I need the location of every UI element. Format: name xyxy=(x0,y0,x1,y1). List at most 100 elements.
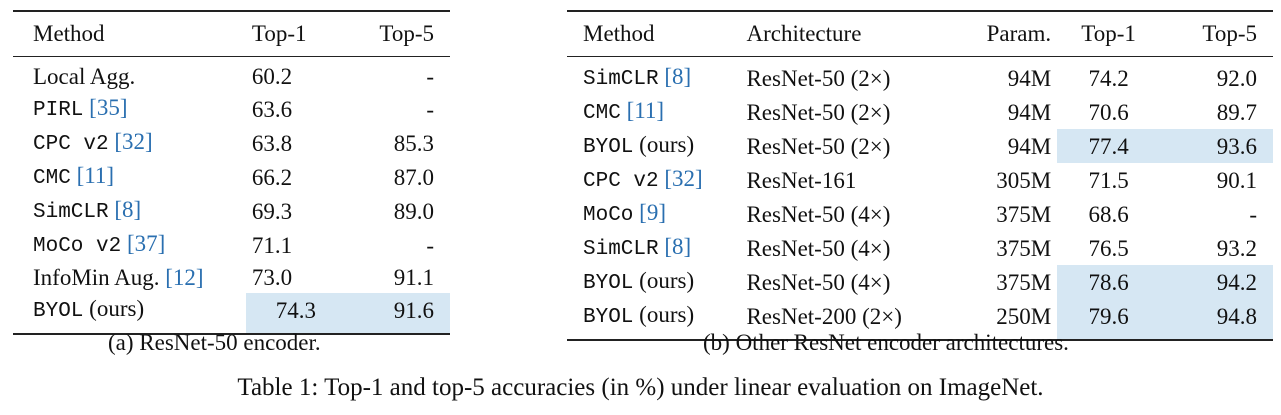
table-row: CPC v2 [32] 63.8 85.3 xyxy=(13,126,450,160)
table-row: SimCLR [8] 69.3 89.0 xyxy=(13,194,450,228)
top1-cell: 73.0 xyxy=(251,265,293,290)
method-cell: BYOL (ours) xyxy=(13,293,246,334)
top1-cell: 74.2 xyxy=(1088,65,1129,91)
top1-cell: 70.6 xyxy=(1088,99,1129,125)
table-row: SimCLR [8] ResNet-50 (2×) 94M 74.2 92.0 xyxy=(567,57,1273,96)
top5-cell: 87.0 xyxy=(393,164,434,190)
method-name: CPC v2 xyxy=(583,170,659,193)
top1-cell-best: 79.6 xyxy=(1057,299,1160,340)
params-cell: 94M xyxy=(1007,99,1052,125)
params-cell: 250M xyxy=(996,303,1052,329)
top5-cell: - xyxy=(426,64,434,89)
top1-cell: 69.3 xyxy=(251,198,293,224)
architecture-cell: ResNet-161 xyxy=(746,167,857,193)
citation-link[interactable]: [37] xyxy=(126,231,166,256)
citation-link[interactable]: [8] xyxy=(114,197,142,222)
method-suffix: (ours) xyxy=(639,268,695,293)
architecture-cell: ResNet-50 (2×) xyxy=(746,133,891,159)
architecture-cell: ResNet-50 (2×) xyxy=(746,65,891,91)
citation-link[interactable]: [35] xyxy=(89,95,128,120)
citation-link[interactable]: [12] xyxy=(165,265,204,290)
method-cell: BYOL (ours) xyxy=(567,265,740,299)
top1-cell-highlighted: 78.6 xyxy=(1057,265,1160,299)
method-suffix: (ours) xyxy=(639,132,695,157)
method-name: SimCLR xyxy=(583,238,659,261)
top1-cell: 71.1 xyxy=(251,232,293,258)
header-method: Method xyxy=(583,21,655,46)
method-cell: CMC [11] xyxy=(13,160,246,194)
top1-cell-best: 74.3 xyxy=(245,293,346,334)
header-params: Param. xyxy=(986,21,1052,46)
citation-link[interactable]: [8] xyxy=(664,64,692,89)
method-name: Local Agg. xyxy=(33,64,136,89)
table-row: CMC [11] ResNet-50 (2×) 94M 70.6 89.7 xyxy=(567,95,1273,129)
table-row: BYOL (ours) ResNet-50 (2×) 94M 77.4 93.6 xyxy=(567,129,1273,163)
method-suffix: (ours) xyxy=(639,302,695,327)
header-top1: Top-1 xyxy=(1081,21,1136,46)
table-row: SimCLR [8] ResNet-50 (4×) 375M 76.5 93.2 xyxy=(567,231,1273,265)
top5-cell-highlighted: 93.6 xyxy=(1160,129,1273,163)
table-caption: Table 1: Top-1 and top-5 accuracies (in … xyxy=(237,374,1044,401)
table-row: BYOL (ours) 74.3 91.6 xyxy=(13,293,450,334)
subcaption-a: (a) ResNet-50 encoder. xyxy=(108,330,321,355)
table-resnet50: Method Top-1 Top-5 Local Agg. 60.2 - PIR… xyxy=(13,10,450,335)
top5-cell: 90.1 xyxy=(1216,167,1257,193)
method-name: PIRL xyxy=(33,99,84,122)
table-row: BYOL (ours) ResNet-200 (2×) 250M 79.6 94… xyxy=(567,299,1273,340)
method-name: CMC xyxy=(583,102,621,125)
top5-cell: 85.3 xyxy=(393,130,434,156)
top5-cell: - xyxy=(426,232,434,258)
table-row: CPC v2 [32] ResNet-161 305M 71.5 90.1 xyxy=(567,163,1273,197)
citation-link[interactable]: [32] xyxy=(664,166,703,191)
header-method: Method xyxy=(33,21,105,46)
top1-cell: 60.2 xyxy=(251,64,293,89)
citation-link[interactable]: [32] xyxy=(114,129,153,154)
table-row: CMC [11] 66.2 87.0 xyxy=(13,160,450,194)
method-name: SimCLR xyxy=(583,68,659,91)
method-cell: BYOL (ours) xyxy=(567,299,740,340)
method-cell: MoCo [9] xyxy=(567,197,740,231)
citation-link[interactable]: [11] xyxy=(626,98,665,123)
top5-cell: 93.2 xyxy=(1216,235,1257,261)
method-name: BYOL xyxy=(583,272,634,295)
top5-cell: 91.1 xyxy=(393,265,434,290)
params-cell: 375M xyxy=(996,235,1052,261)
method-cell: CPC v2 [32] xyxy=(13,126,246,160)
table-header-row: Method Architecture Param. Top-1 Top-5 xyxy=(567,11,1273,57)
table-row: MoCo [9] ResNet-50 (4×) 375M 68.6 - xyxy=(567,197,1273,231)
method-cell: MoCo v2 [37] xyxy=(13,228,246,262)
method-name: SimCLR xyxy=(33,201,109,224)
citation-link[interactable]: [8] xyxy=(664,234,692,259)
method-cell: InfoMin Aug. [12] xyxy=(13,262,246,293)
method-cell: SimCLR [8] xyxy=(567,57,740,96)
method-cell: Local Agg. xyxy=(13,57,246,93)
top5-cell: - xyxy=(426,96,434,122)
top5-cell-best: 91.6 xyxy=(345,293,450,334)
method-cell: PIRL [35] xyxy=(13,92,246,126)
table-row: PIRL [35] 63.6 - xyxy=(13,92,450,126)
method-name: MoCo xyxy=(583,204,634,227)
top1-cell: 63.6 xyxy=(251,96,293,122)
params-cell: 94M xyxy=(1007,133,1052,159)
params-cell: 375M xyxy=(996,269,1052,295)
citation-link[interactable]: [11] xyxy=(76,163,115,188)
method-name: CMC xyxy=(33,167,71,190)
architecture-cell: ResNet-50 (4×) xyxy=(746,269,891,295)
top1-cell-highlighted: 77.4 xyxy=(1057,129,1160,163)
top1-cell: 71.5 xyxy=(1088,167,1129,193)
params-cell: 94M xyxy=(1007,65,1052,91)
table-header-row: Method Top-1 Top-5 xyxy=(13,11,450,57)
top1-cell: 76.5 xyxy=(1088,235,1129,261)
method-name: BYOL xyxy=(33,300,84,323)
table-row: InfoMin Aug. [12] 73.0 91.1 xyxy=(13,262,450,293)
top1-cell: 66.2 xyxy=(251,164,293,190)
citation-link[interactable]: [9] xyxy=(639,200,666,225)
top5-cell-best: 94.8 xyxy=(1160,299,1273,340)
architecture-cell: ResNet-50 (4×) xyxy=(746,201,891,227)
method-cell: BYOL (ours) xyxy=(567,129,740,163)
top5-cell: 92.0 xyxy=(1216,65,1257,91)
architecture-cell: ResNet-50 (2×) xyxy=(746,99,891,125)
table-other-architectures: Method Architecture Param. Top-1 Top-5 S… xyxy=(567,10,1273,341)
method-name: MoCo v2 xyxy=(33,235,122,258)
method-cell: CPC v2 [32] xyxy=(567,163,740,197)
